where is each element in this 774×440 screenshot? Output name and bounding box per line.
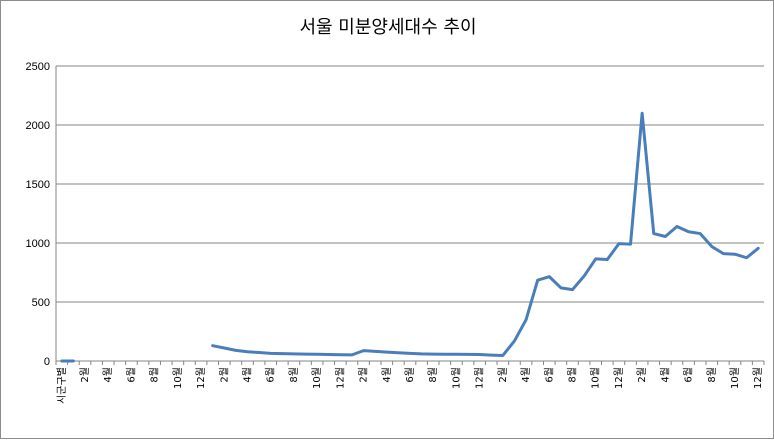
x-tick-label: 8월 (566, 367, 578, 383)
data-point (60, 359, 64, 363)
y-tick-label: 2500 (26, 61, 50, 73)
data-point (234, 349, 238, 352)
data-point (536, 278, 539, 282)
data-point (606, 258, 609, 261)
data-point (257, 351, 261, 354)
x-tick-label: 8월 (149, 367, 161, 383)
data-point (733, 253, 737, 256)
data-point (373, 350, 377, 353)
y-tick-label: 1500 (26, 179, 50, 191)
x-tick-label: 4월 (381, 367, 393, 383)
x-tick-label: 시군구별 (56, 367, 68, 404)
data-point (420, 352, 423, 356)
data-point (640, 112, 644, 115)
data-point (292, 352, 296, 356)
data-point (304, 352, 307, 356)
data-point (559, 286, 563, 290)
x-tick-label: 12월 (334, 367, 346, 389)
data-point (432, 352, 435, 356)
x-tick-label: 2월 (497, 367, 509, 383)
data-point (652, 232, 655, 235)
x-tick-label: 6월 (404, 367, 416, 383)
data-point (756, 247, 760, 250)
x-tick-label: 10월 (172, 367, 184, 389)
data-point (745, 256, 748, 259)
data-point (722, 252, 725, 255)
y-tick-label: 500 (32, 297, 50, 309)
data-point (524, 318, 528, 321)
data-point (408, 352, 412, 355)
x-tick-label: 12월 (195, 367, 207, 389)
data-point (211, 344, 214, 347)
data-point (698, 232, 702, 235)
data-point (362, 349, 365, 352)
x-tick-label: 6월 (683, 367, 695, 383)
chart-title: 서울 미분양세대수 추이 (299, 17, 477, 38)
x-tick-label: 10월 (311, 367, 323, 389)
data-point (281, 352, 284, 355)
x-tick-label: 8월 (427, 367, 439, 383)
data-point (478, 353, 481, 356)
x-tick-label: 4월 (520, 367, 532, 383)
data-point (501, 354, 505, 357)
data-point (350, 353, 354, 357)
data-point (675, 225, 679, 228)
data-point (629, 242, 632, 246)
x-tick-label: 2월 (358, 367, 370, 383)
x-tick-label: 12월 (613, 367, 625, 389)
x-tick-label: 4월 (102, 367, 114, 383)
data-point (710, 245, 713, 248)
x-tick-label: 2월 (79, 367, 91, 383)
x-tick-label: 4월 (659, 367, 671, 383)
data-point (72, 359, 75, 363)
x-tick-label: 8월 (288, 367, 300, 383)
x-tick-label: 6월 (265, 367, 277, 383)
data-point (443, 353, 447, 356)
data-point (571, 288, 574, 291)
data-point (582, 274, 586, 278)
x-tick-label: 10월 (450, 367, 462, 389)
data-point (490, 353, 493, 357)
x-tick-label: 8월 (706, 367, 718, 383)
data-point (269, 352, 272, 355)
x-tick-label: 10월 (590, 367, 602, 389)
y-tick-label: 1000 (26, 238, 50, 250)
data-point (327, 353, 330, 356)
x-tick-label: 6월 (125, 367, 137, 383)
data-point (223, 346, 226, 350)
x-tick-label: 4월 (242, 367, 254, 383)
data-point (246, 350, 249, 353)
series-line (60, 111, 760, 363)
data-point (513, 339, 516, 343)
data-point (385, 350, 388, 354)
data-point (687, 230, 690, 233)
x-tick-label: 2월 (218, 367, 230, 383)
x-tick-label: 12월 (474, 367, 486, 389)
data-point (397, 351, 400, 354)
y-tick-label: 2000 (26, 120, 50, 132)
data-point (617, 242, 621, 245)
data-point (315, 353, 319, 356)
data-point (664, 235, 667, 238)
x-tick-label: 12월 (752, 367, 764, 389)
x-tick-label: 2월 (636, 367, 648, 383)
data-point (339, 353, 342, 356)
data-point (594, 257, 597, 261)
y-tick-label: 0 (44, 356, 50, 368)
x-tick-label: 10월 (729, 367, 741, 389)
data-point (455, 353, 458, 356)
x-tick-label: 6월 (543, 367, 555, 383)
data-point (466, 353, 470, 356)
data-point (548, 275, 551, 278)
